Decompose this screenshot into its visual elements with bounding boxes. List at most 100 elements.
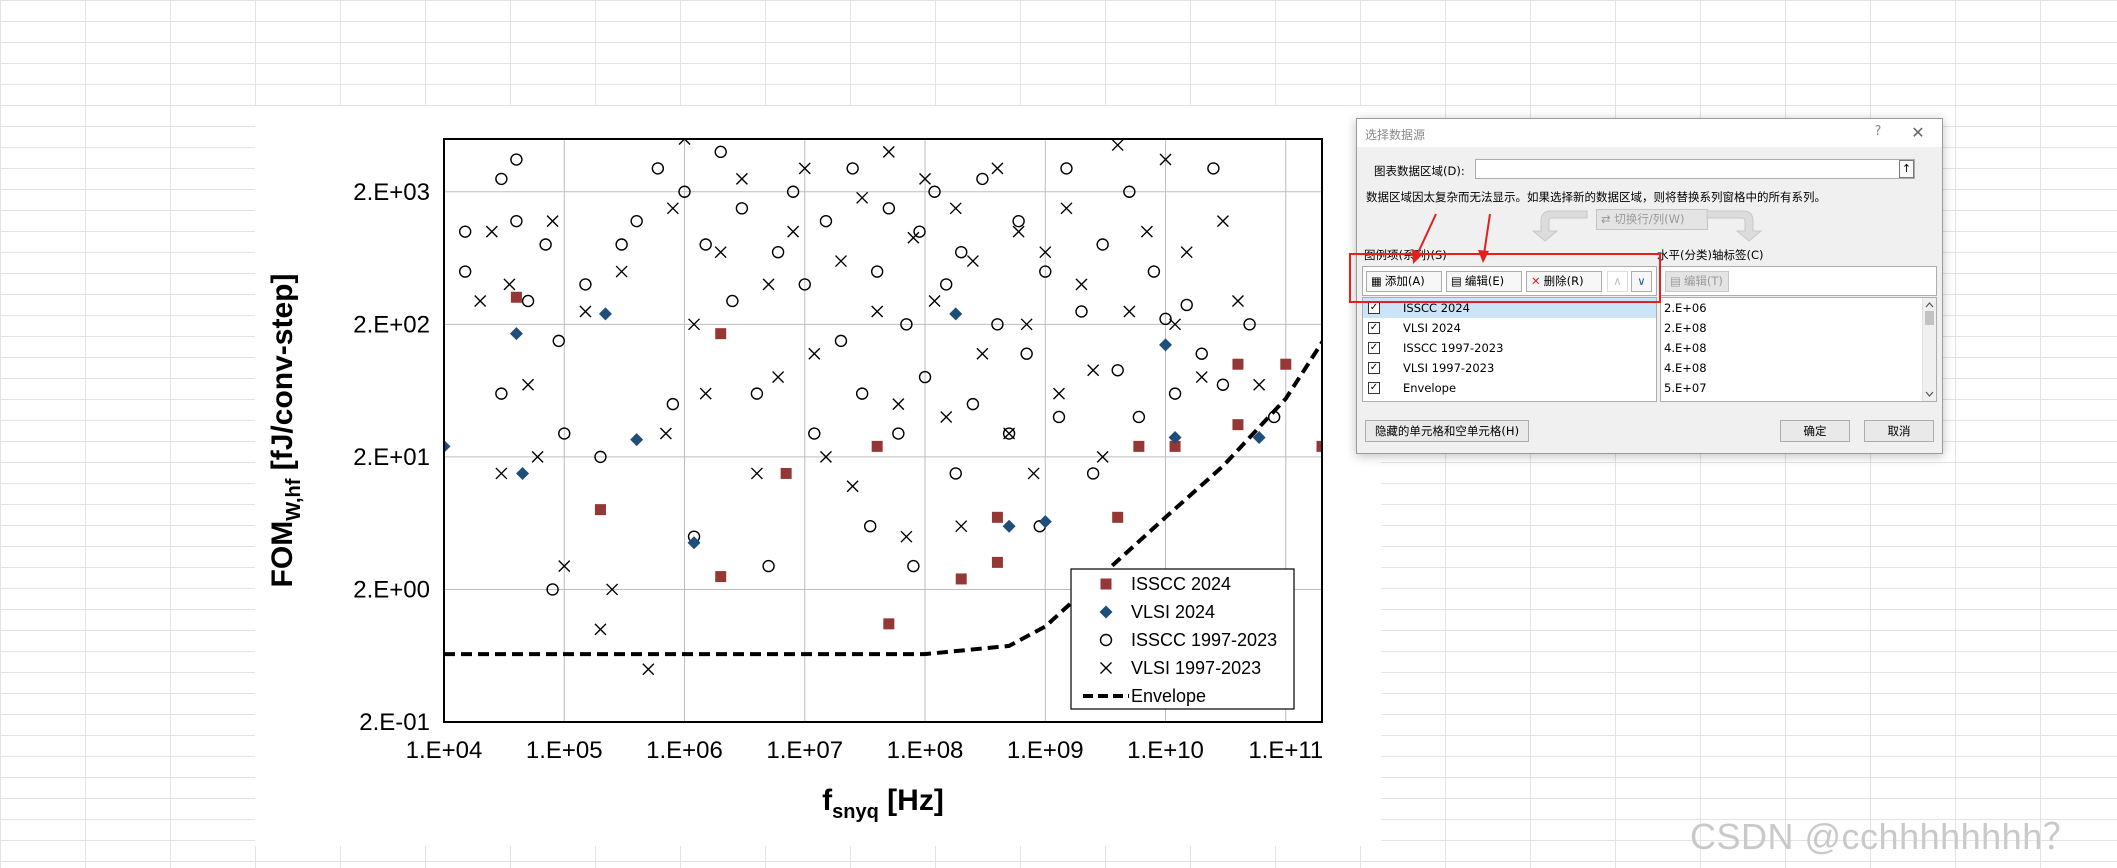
series-item[interactable]: ✓ ISSCC 2024 xyxy=(1363,298,1656,318)
isscc-1997-2023-point xyxy=(900,318,913,331)
x-axis-title: fsnyq [Hz] xyxy=(822,784,944,823)
series-item[interactable]: ✓ VLSI 2024 xyxy=(1368,321,1461,335)
delete-icon: ✕ xyxy=(1531,274,1541,288)
category-item[interactable]: 2.E+06 xyxy=(1664,301,1707,315)
isscc-1997-2023-point xyxy=(955,245,968,259)
dialog-titlebar: 选择数据源 ? ✕ xyxy=(1357,119,1942,147)
legend-marker xyxy=(1099,605,1113,619)
vlsi-1997-2023-point xyxy=(882,145,895,158)
edit-category-button[interactable]: ▤ 编辑(T) xyxy=(1665,271,1729,292)
category-item[interactable]: 5.E+07 xyxy=(1664,381,1707,395)
isscc-1997-2023-point xyxy=(940,278,953,291)
isscc-1997-2023-point xyxy=(976,172,989,186)
collapse-arrow-icon: ↑ xyxy=(1901,162,1912,175)
vlsi-1997-2023-point xyxy=(735,172,748,185)
annotation-highlight-box xyxy=(1349,253,1661,303)
vlsi-1997-2023-point xyxy=(678,139,691,145)
watermark: CSDN @cchhhhhhhh？ xyxy=(1690,816,2080,857)
isscc-1997-2023-point xyxy=(510,214,523,228)
isscc-1997-2023-point xyxy=(1020,347,1033,360)
scrollbar-graphic xyxy=(1925,302,1934,397)
isscc-1997-2023-point xyxy=(546,583,559,596)
edit-icon: ▤ xyxy=(1670,274,1681,288)
plot-series-group xyxy=(444,139,1322,676)
cancel-button[interactable]: 取消 xyxy=(1864,420,1934,442)
isscc-1997-2023-point xyxy=(735,202,749,215)
isscc-1997-2023-point xyxy=(651,162,665,175)
chart-data-range-input[interactable] xyxy=(1475,159,1915,179)
edit-series-button[interactable]: ▤ 编辑(E) xyxy=(1446,271,1522,292)
legend-box xyxy=(1070,568,1295,710)
isscc-1997-2023-point xyxy=(750,387,764,400)
vlsi-1997-2023-point xyxy=(714,246,727,259)
chart-data-range-label: 图表数据区域(D): xyxy=(1374,164,1465,178)
isscc-1997-2023-point xyxy=(918,370,932,384)
isscc-1997-2023-point xyxy=(1060,162,1073,175)
category-item[interactable]: 4.E+08 xyxy=(1664,341,1707,355)
move-down-button[interactable]: ∨ xyxy=(1631,271,1652,292)
vlsi-1997-2023-point xyxy=(1231,294,1244,307)
vlsi-2024-point xyxy=(1168,431,1182,445)
annotation-arrow-icon xyxy=(1478,213,1491,263)
category-axis-label: 水平(分类)轴标签(C) xyxy=(1657,248,1764,262)
hidden-empty-cells-button[interactable]: 隐藏的单元格和空单元格(H) xyxy=(1365,420,1529,442)
isscc-1997-2023-point xyxy=(678,185,691,198)
vlsi-1997-2023-point xyxy=(772,371,785,384)
help-button[interactable]: ? xyxy=(1874,124,1882,139)
category-item[interactable]: 4.E+08 xyxy=(1664,361,1707,375)
switch-row-column-button[interactable]: ⇄ 切换行/列(W) xyxy=(1596,209,1708,230)
vlsi-1997-2023-point xyxy=(976,347,989,360)
vlsi-1997-2023-point xyxy=(762,278,775,291)
y-tick-label: 2.E+00 xyxy=(353,576,430,603)
isscc-1997-2023-point xyxy=(1012,214,1025,228)
category-scrollbar[interactable] xyxy=(1922,298,1936,401)
issscc-2024-point xyxy=(955,573,967,585)
isscc-1997-2023-point xyxy=(1147,265,1161,278)
isscc-1997-2023-point xyxy=(552,334,565,348)
isscc-1997-2023-point xyxy=(1123,185,1136,198)
series-item[interactable]: ✓ VLSI 1997-2023 xyxy=(1368,361,1495,375)
checkbox[interactable]: ✓ xyxy=(1368,322,1380,334)
isscc-1997-2023-point xyxy=(882,202,896,215)
vlsi-1997-2023-point xyxy=(955,520,968,533)
vlsi-1997-2023-point xyxy=(949,202,962,215)
vlsi-1997-2023-point xyxy=(750,467,763,480)
add-series-button[interactable]: ▦ 添加(A) xyxy=(1366,271,1442,292)
checkbox[interactable]: ✓ xyxy=(1368,382,1380,394)
vlsi-1997-2023-point xyxy=(834,255,847,268)
isscc-1997-2023-point xyxy=(714,145,727,159)
y-tick-label: 2.E+01 xyxy=(353,444,430,471)
vlsi-1997-2023-point xyxy=(1216,215,1229,228)
category-item[interactable]: 2.E+08 xyxy=(1664,321,1707,335)
close-button[interactable]: ✕ xyxy=(1911,123,1925,142)
move-up-button[interactable]: ∧ xyxy=(1607,271,1628,292)
vlsi-1997-2023-point xyxy=(1052,387,1065,400)
isscc-1997-2023-point xyxy=(495,387,508,400)
delete-series-button[interactable]: ✕ 删除(R) xyxy=(1526,271,1602,292)
issscc-2024-point xyxy=(1232,358,1244,370)
vlsi-1997-2023-point xyxy=(485,225,498,238)
vlsi-1997-2023-point xyxy=(615,265,628,278)
y-tick-label: 2.E-01 xyxy=(359,709,430,736)
checkbox[interactable]: ✓ xyxy=(1368,362,1380,374)
vlsi-1997-2023-point xyxy=(1027,467,1040,480)
series-item[interactable]: ✓ Envelope xyxy=(1368,381,1457,395)
vlsi-1997-2023-point xyxy=(1075,278,1088,291)
x-tick-label: 1.E+07 xyxy=(766,737,843,764)
chart-area[interactable]: 1.E+04 1.E+05 1.E+06 1.E+07 1.E+08 1.E+09 1.E+… xyxy=(255,106,1381,846)
checkbox[interactable]: ✓ xyxy=(1368,342,1380,354)
vlsi-1997-2023-point xyxy=(907,231,920,244)
isscc-1997-2023-point xyxy=(699,238,712,251)
issscc-2024-point xyxy=(1133,440,1145,452)
vlsi-1997-2023-point xyxy=(1111,139,1124,152)
ok-button[interactable]: 确定 xyxy=(1780,420,1850,442)
vlsi-1997-2023-point xyxy=(846,480,859,493)
isscc-1997-2023-point xyxy=(1002,427,1016,440)
series-item[interactable]: ✓ ISSCC 1997-2023 xyxy=(1368,341,1504,355)
issscc-2024-point xyxy=(1280,358,1292,370)
vlsi-2024-point xyxy=(598,307,612,321)
y-tick-label: 2.E+03 xyxy=(353,179,430,206)
vlsi-1997-2023-point xyxy=(900,530,913,543)
collapse-dialog-button[interactable]: ↑ xyxy=(1899,160,1914,178)
